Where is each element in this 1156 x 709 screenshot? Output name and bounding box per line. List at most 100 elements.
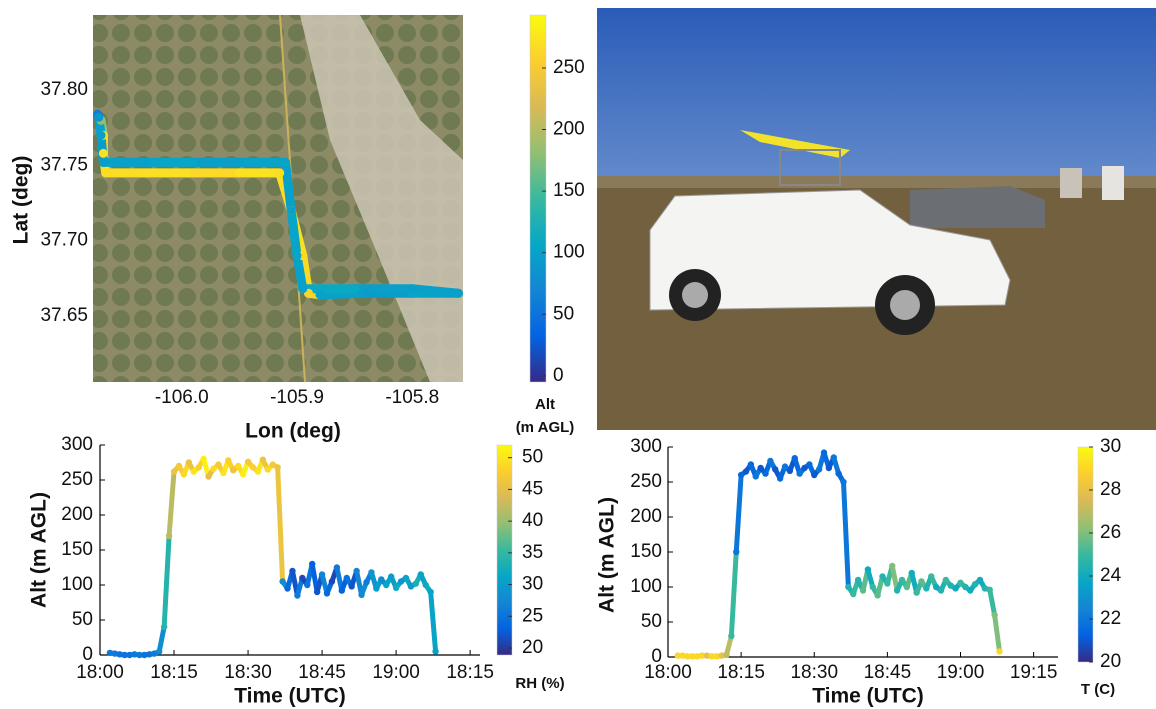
track-point	[703, 652, 711, 659]
track-point	[353, 567, 360, 575]
y-tick-label: 37.80	[40, 79, 88, 100]
track-segment	[96, 130, 108, 167]
track-point	[126, 651, 133, 659]
track-point	[299, 574, 306, 582]
track-point	[323, 590, 331, 597]
track-point	[274, 464, 281, 471]
track-point	[898, 576, 906, 584]
y-tick-label: 200	[61, 504, 93, 525]
track-point	[264, 466, 271, 473]
track-point	[131, 651, 138, 658]
track-point	[889, 562, 896, 570]
track-point	[708, 653, 716, 660]
track-point	[952, 585, 959, 592]
track-point	[284, 585, 291, 592]
track-point	[835, 470, 842, 477]
colorbar-title: (m AGL)	[516, 419, 575, 436]
y-tick-label: 0	[82, 644, 93, 665]
track-point	[244, 458, 252, 465]
track-point	[407, 583, 415, 590]
colorbar-tick-label: 22	[1100, 608, 1121, 629]
track-point	[318, 571, 326, 578]
track-point	[928, 573, 935, 580]
track-point	[200, 455, 207, 463]
track-point	[292, 251, 302, 261]
track-point	[98, 157, 108, 167]
track-point	[811, 471, 818, 479]
track-point	[328, 578, 336, 585]
track-point	[825, 464, 833, 472]
x-tick-label: 19:15	[1010, 662, 1058, 683]
track-point	[986, 586, 993, 593]
track-point	[913, 589, 920, 596]
colorbar-tick-label: 26	[1100, 522, 1121, 543]
track-point	[286, 206, 296, 216]
x-tick-label: 18:45	[864, 662, 912, 683]
y-tick-label: 0	[651, 646, 662, 667]
track-point	[864, 566, 872, 573]
track-point	[146, 651, 153, 658]
track-point	[869, 583, 876, 591]
track-point	[136, 651, 143, 659]
track-segment	[428, 589, 439, 654]
track-point	[427, 588, 434, 596]
colorbar-title: RH (%)	[515, 675, 564, 692]
track-point	[315, 290, 325, 300]
x-tick-label: 19:00	[372, 662, 420, 683]
track-point	[289, 567, 296, 575]
colorbar-tick-label: 150	[553, 180, 585, 201]
track-point	[801, 464, 808, 472]
colorbar-tick-label: 28	[1100, 479, 1121, 500]
track-segment	[286, 206, 302, 261]
y-tick-label: 37.75	[40, 154, 88, 175]
y-tick-label: 37.70	[40, 230, 88, 251]
x-axis-title: Lon (deg)	[245, 420, 341, 443]
track-segment	[292, 251, 308, 294]
colorbar-tick-label: 30	[1100, 436, 1121, 457]
track-point	[820, 449, 828, 456]
track-point	[165, 532, 173, 540]
track-point	[225, 457, 232, 464]
track-point	[361, 288, 371, 298]
track-point	[230, 467, 237, 474]
track-point	[210, 465, 217, 472]
track-point	[806, 461, 813, 468]
track-point	[180, 471, 188, 478]
track-point	[796, 470, 803, 477]
track-point	[269, 461, 276, 468]
x-axis-title: Time (UTC)	[812, 685, 924, 708]
y-tick-label: 100	[630, 576, 662, 597]
x-tick-label: 18:30	[790, 662, 838, 683]
track-point	[156, 648, 163, 655]
colorbar-title: Alt	[535, 396, 555, 413]
track-point	[845, 583, 852, 591]
track-point	[121, 651, 128, 659]
track-point	[932, 583, 940, 591]
x-tick-label: -105.9	[270, 387, 324, 408]
track-point	[733, 548, 740, 556]
track-point	[249, 464, 257, 471]
colorbar-tick-label: 35	[522, 542, 543, 563]
track-point	[747, 461, 755, 468]
track-segment	[166, 469, 177, 539]
colorbar-title: T (C)	[1081, 681, 1115, 698]
x-tick-label: 18:00	[76, 662, 124, 683]
track-point	[378, 576, 385, 583]
track-point	[830, 454, 837, 461]
x-tick-label: 18:15	[150, 662, 198, 683]
track-point	[679, 652, 686, 659]
track-point	[971, 581, 979, 588]
track-point	[850, 590, 857, 598]
colorbar-tick-label: 0	[553, 365, 564, 386]
track-point	[772, 466, 779, 473]
track-point	[96, 130, 106, 140]
track-point	[142, 168, 152, 178]
y-tick-label: 150	[61, 539, 93, 560]
track-point	[412, 580, 420, 587]
track-point	[903, 583, 911, 591]
track-point	[674, 652, 681, 659]
track-point	[694, 653, 701, 660]
track-point	[723, 651, 730, 659]
track-segment	[992, 612, 1002, 654]
track-point	[689, 653, 696, 660]
